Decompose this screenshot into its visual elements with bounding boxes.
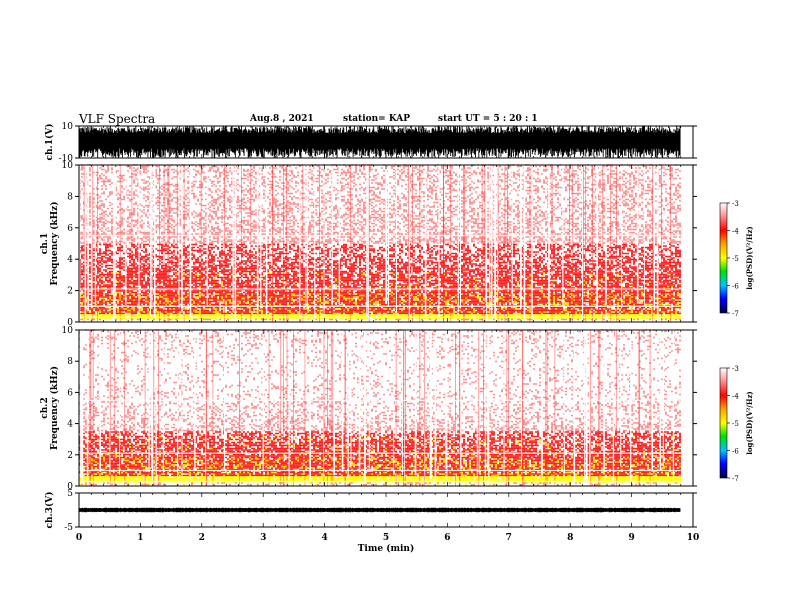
x-tick-label: 3 [260,533,266,543]
ch2-spectrogram-ytick-label: 4 [67,420,73,430]
x-tick-label: 5 [383,533,389,543]
ch1-spectrogram-colorbar-label: log(PSD)(V²/Hz) [745,226,754,290]
station-label: station= KAP [343,114,411,124]
ch3-waveform-trace [78,507,681,513]
ch2-spectrogram-colorbar [719,367,728,479]
ch2-spectrogram-ytick-label: 0 [67,482,73,492]
x-tick-label: 7 [506,533,512,543]
ch2-spectrogram-heatmap [79,329,681,486]
ch1-spectrogram-colorbar [719,202,728,314]
start-ut-label: start UT = 5 : 20 : 1 [438,114,538,124]
ch2-spectrogram-ytick-label: 8 [67,357,73,367]
ch1-spectrogram-colorbar-tick-label: -3 [732,200,739,208]
ch1-spectrogram-colorbar-tick-label: -5 [732,255,739,263]
ch2-spectrogram-ytick-label: 6 [67,388,73,398]
ch2-spectrogram-colorbar-tick-label: -6 [732,448,739,456]
x-tick-label: 0 [76,533,82,543]
ch2-spectrogram-colorbar-label: log(PSD)(V²/Hz) [745,391,754,455]
ch1-waveform-ytick-label: 10 [62,122,74,132]
ch2-spectrogram-ytick-label: 2 [67,451,73,461]
ch2-spectrogram-colorbar-tick-label: -5 [732,420,739,428]
ch2-spectrogram-colorbar-tick-label: -4 [732,393,739,401]
date-label: Aug.8 , 2021 [250,114,314,124]
ch2-spectrogram-colorbar-tick-label: -3 [732,365,739,373]
ch3-waveform-ytick-label: -5 [64,523,73,533]
ch1-waveform-ylabel: ch.1(V) [44,124,55,161]
ch1-spectrogram-colorbar-tick-label: -7 [732,310,739,318]
ch2-spectrogram-colorbar-tick-label: -7 [732,475,739,483]
ch1-spectrogram-heatmap [78,164,681,322]
ch1-spectrogram-ytick-label: 8 [67,192,73,202]
x-tick-label: 4 [321,533,327,543]
ch1-spectrogram-ylabel: ch.1 [40,233,50,254]
ch1-spectrogram-ylabel: Frequency (kHz) [49,201,60,285]
ch3-waveform-ytick-label: 5 [67,489,73,499]
ch2-spectrogram-ylabel: ch.2 [40,397,50,418]
ch3-waveform-ylabel: ch.3(V) [44,492,55,529]
ch1-waveform-trace [78,126,681,158]
x-tick-label: 1 [137,533,143,543]
x-tick-label: 8 [567,533,573,543]
x-tick-label: 10 [687,533,700,543]
x-tick-label: 6 [444,533,450,543]
ch1-spectrogram-ytick-label: 0 [67,318,73,328]
ch1-spectrogram-colorbar-tick-label: -6 [732,283,739,291]
ch1-spectrogram-ytick-label: 4 [67,255,73,265]
ch1-spectrogram-ytick-label: 10 [62,161,74,171]
ch2-spectrogram-ytick-label: 10 [62,326,74,336]
ch1-spectrogram-colorbar-tick-label: -4 [732,228,739,236]
ch1-spectrogram-ytick-label: 2 [67,287,73,297]
x-tick-label: 2 [199,533,205,543]
ch2-spectrogram-ylabel: Frequency (kHz) [49,366,60,450]
x-tick-label: 9 [628,533,634,543]
ch1-waveform-ytick-label: -10 [59,154,74,164]
x-axis-label: Time (min) [358,543,415,554]
chart-title: VLF Spectra [79,112,156,126]
ch1-spectrogram-ytick-label: 6 [67,224,73,234]
